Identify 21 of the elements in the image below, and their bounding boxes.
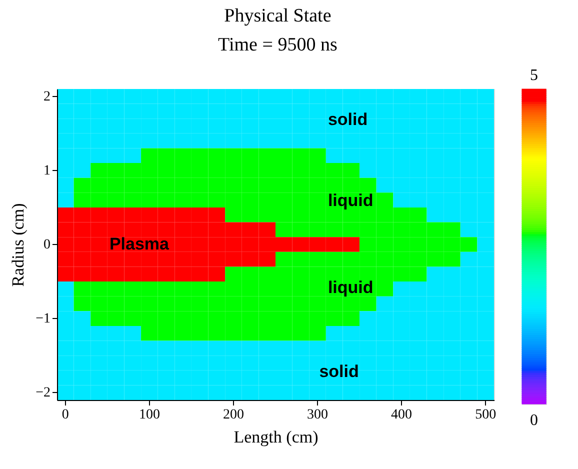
chart-subtitle: Time = 9500 ns <box>218 34 338 56</box>
x-tick-label: 200 <box>222 408 244 422</box>
annotation: liquid <box>328 278 374 298</box>
x-tick-label: 500 <box>475 408 496 422</box>
x-tick-label: 300 <box>307 408 328 422</box>
y-tick-label: −2 <box>36 386 50 401</box>
annotation: Plasma <box>109 234 170 254</box>
chart-title: Physical State <box>224 6 332 26</box>
annotation: solid <box>328 110 368 130</box>
x-tick-label: 400 <box>391 408 412 422</box>
x-tick-label: 0 <box>62 408 69 422</box>
annotation: liquid <box>328 190 374 210</box>
x-tick-label: 100 <box>138 408 160 422</box>
y-axis-title: Radius (cm) <box>8 203 28 287</box>
y-tick-label: 1 <box>44 163 50 178</box>
y-tick-label: −1 <box>36 312 50 327</box>
annotation: solid <box>319 362 359 382</box>
x-axis-title: Length (cm) <box>234 428 318 446</box>
color-bar-label: 5 <box>530 67 538 84</box>
y-tick-label: 0 <box>44 238 50 252</box>
y-tick-label: 2 <box>44 89 50 104</box>
